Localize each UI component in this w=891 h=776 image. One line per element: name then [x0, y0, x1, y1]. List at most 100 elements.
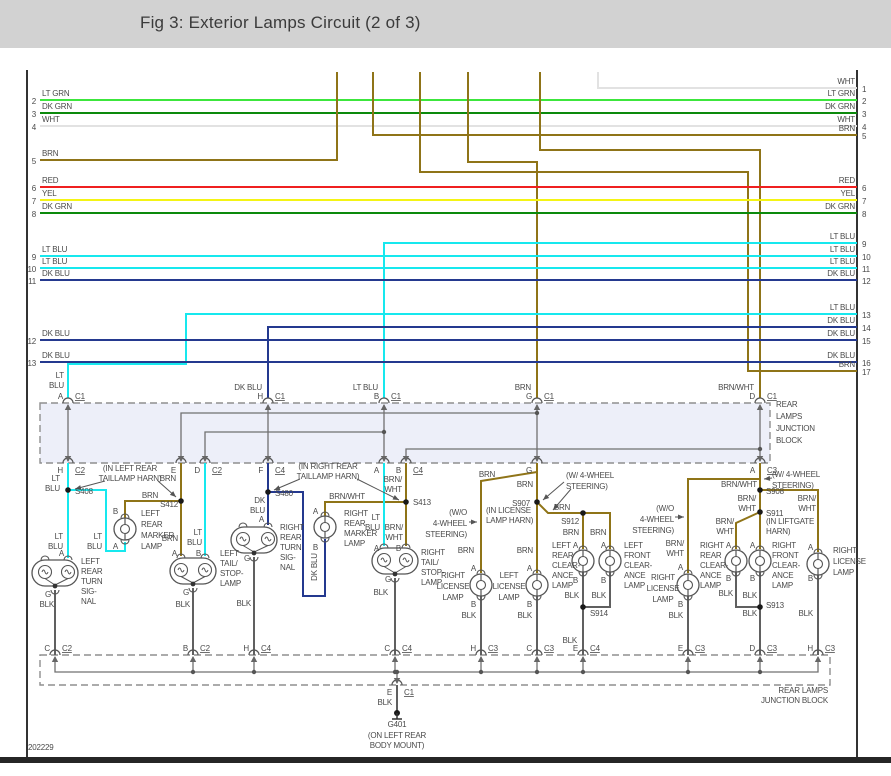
pin-letter: G — [526, 466, 532, 475]
leader-line — [356, 478, 400, 501]
pin-arc — [120, 539, 130, 545]
splice-dot — [265, 489, 271, 495]
label: S408 — [75, 487, 94, 496]
pin-arc — [187, 649, 199, 656]
label: 3 — [32, 110, 37, 119]
pin-arc — [605, 571, 615, 577]
label: 4 — [32, 123, 37, 132]
label: WHT — [837, 77, 855, 86]
label: BRN/WHT — [385, 523, 404, 542]
wire-brnwht-s911-branch — [735, 511, 761, 549]
leader-arrow — [471, 519, 477, 525]
label: G401 — [388, 720, 408, 729]
pin-connector: C4 — [261, 644, 272, 653]
label: B — [573, 576, 578, 585]
label: DK BLU — [42, 269, 70, 278]
pin-arc — [755, 545, 765, 551]
leader-arrow — [764, 475, 771, 481]
pin-connector: C3 — [767, 466, 778, 475]
page-title: Fig 3: Exterior Lamps Circuit (2 of 3) — [140, 13, 421, 32]
label: BRN/WHT — [718, 383, 754, 392]
label: DK BLU — [310, 553, 319, 581]
label: S413 — [413, 498, 432, 507]
lamp-filament — [754, 555, 766, 567]
label: LT BLU — [87, 532, 102, 551]
lamp-filament — [604, 555, 616, 567]
label: 16 — [862, 359, 871, 368]
label: A — [259, 515, 265, 524]
pin-letter: H — [57, 466, 63, 475]
splice-dot — [65, 487, 71, 493]
label: G — [385, 575, 391, 584]
rear-lamps-junction-block-top — [39, 402, 771, 464]
label: BRN — [517, 480, 534, 489]
pin-arc — [50, 589, 60, 595]
pin-letter: D — [749, 644, 755, 653]
label: RIGHT REAR MARKER LAMP — [344, 509, 377, 548]
label: LT BLU — [830, 257, 856, 266]
pin-arc — [578, 545, 588, 551]
label: 8 — [32, 210, 37, 219]
label: REAR LAMPS JUNCTION BLOCK — [776, 400, 815, 445]
label: DK BLU — [42, 351, 70, 360]
link-arrow — [533, 404, 541, 410]
label: (IN LIFTGATE HARN) — [766, 517, 814, 536]
label: BRN — [160, 474, 177, 483]
label: BLK — [517, 611, 532, 620]
label: A — [374, 544, 380, 553]
label: A — [172, 549, 178, 558]
splice-dot — [403, 499, 409, 505]
pin-connector: C3 — [544, 644, 555, 653]
filament-coil — [264, 536, 272, 542]
pin-connector: C2 — [212, 466, 223, 475]
diagram-border-bottom — [0, 757, 891, 763]
label: 5 — [32, 157, 37, 166]
pin-arc — [682, 649, 694, 656]
leader-arrow — [392, 495, 399, 500]
label: B — [471, 600, 476, 609]
left-rear-turn-signal — [31, 555, 79, 595]
label: 9 — [862, 240, 867, 249]
pin-connector: C1 — [767, 392, 778, 401]
link-arrow — [264, 404, 272, 410]
label: S911 — [766, 509, 784, 518]
junction-link — [54, 657, 819, 673]
pin-arc — [731, 571, 741, 577]
lamp-stub — [54, 578, 69, 586]
label: 15 — [862, 337, 871, 346]
pin-arc — [532, 569, 542, 575]
label: 12 — [862, 277, 871, 286]
label: BRN/WHT — [798, 494, 817, 513]
pin-letter: C — [384, 644, 390, 653]
pin-arc — [120, 513, 130, 519]
pin-arc — [813, 548, 823, 554]
label: B — [113, 507, 118, 516]
pin-arc — [390, 577, 400, 583]
label: YEL — [840, 189, 855, 198]
pin-connector: C4 — [590, 644, 601, 653]
label: BLK — [742, 609, 757, 618]
leader-arrow — [274, 485, 281, 491]
label: RIGHT REAR TURN SIG-NAL — [280, 523, 304, 572]
filament-coil — [64, 569, 72, 575]
label: B — [196, 549, 201, 558]
pin-letter: H — [243, 644, 249, 653]
splice-dot — [757, 487, 763, 493]
bus-dot — [757, 669, 763, 675]
pin-letter: H — [470, 644, 476, 653]
label: A — [527, 564, 533, 573]
pin-arc — [262, 397, 274, 404]
label: B — [527, 600, 532, 609]
pin-connector: C3 — [767, 644, 778, 653]
label: (W/ 4-WHEEL STEERING) — [566, 471, 615, 491]
left-rear-clearance-lamp — [571, 545, 595, 577]
pin-arc — [476, 569, 486, 575]
splice-dot — [534, 499, 540, 505]
link-arrow — [756, 456, 764, 462]
label: LT BLU — [830, 303, 856, 312]
label: A — [313, 507, 319, 516]
label: BLK — [373, 588, 388, 597]
label: 4 — [862, 123, 867, 132]
filament-coil — [177, 567, 185, 573]
